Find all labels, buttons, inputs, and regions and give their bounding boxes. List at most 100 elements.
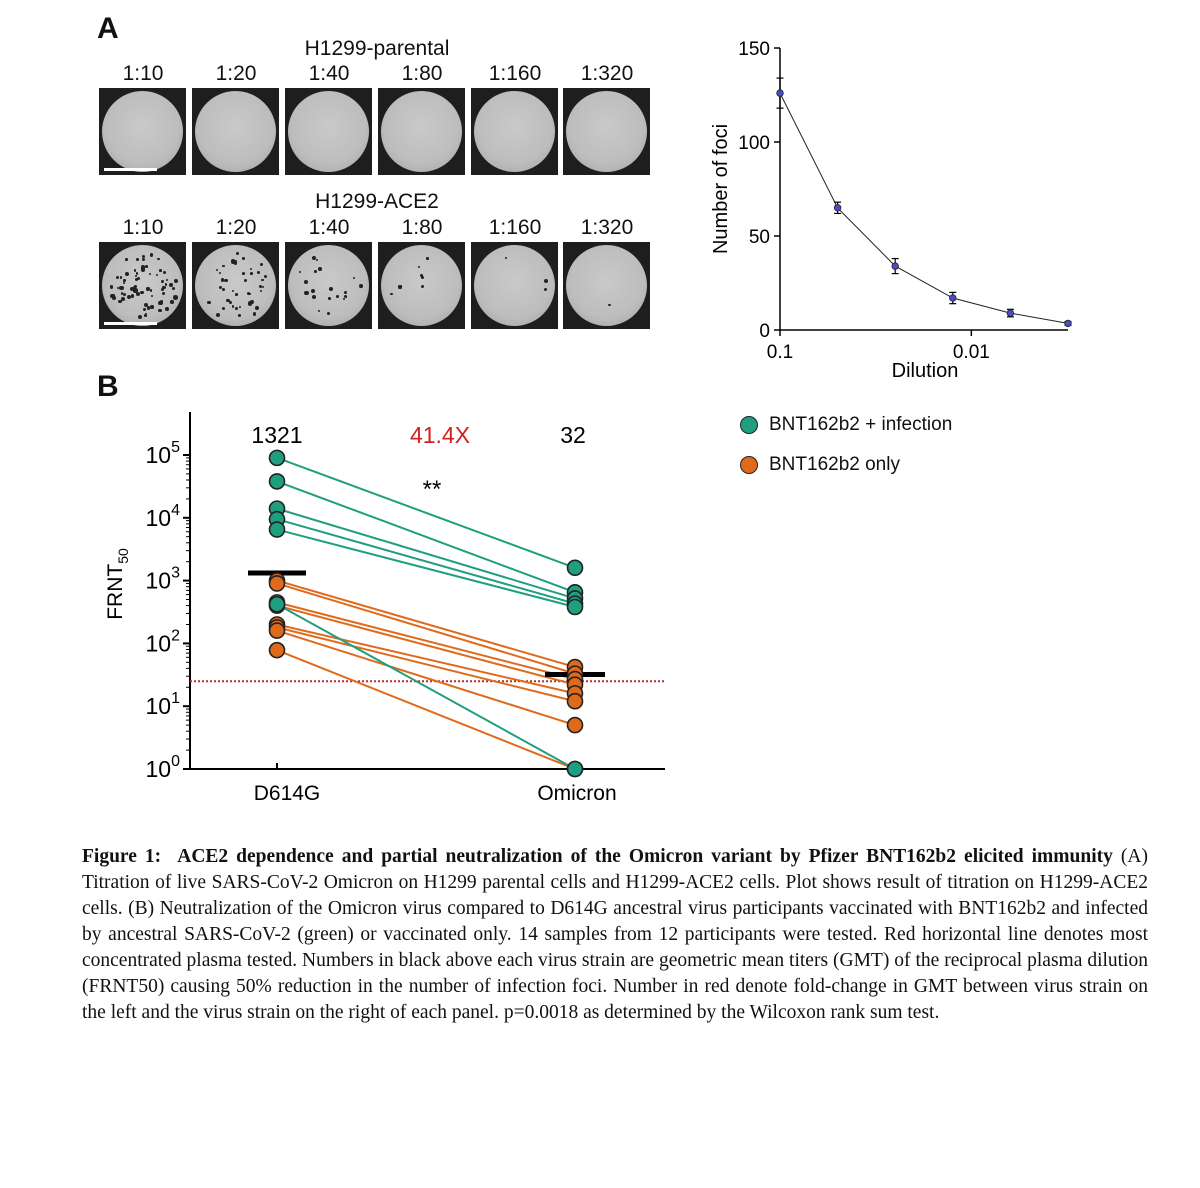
focus-dot [119,285,124,290]
caption-title: ACE2 dependence and partial neutralizati… [177,846,1113,867]
focus-dot [161,291,165,295]
y-tick-label: 105 [146,439,181,468]
focus-dot [228,300,233,304]
focus-dot [304,291,309,296]
y-tick-base: 10 [146,693,172,719]
focus-dot [260,263,264,267]
y-tick-label: 101 [146,690,181,719]
focus-dot [390,292,393,296]
y-tick-base: 10 [146,442,172,468]
x-tick-label: 0.1 [767,342,793,363]
y-tick-base: 10 [146,505,172,531]
y-axis-label: FRNT50 [104,548,131,620]
y-tick-label: 100 [146,753,181,782]
focus-dot [221,288,226,292]
scale-bar [104,322,157,325]
focus-dot [165,307,170,311]
focus-dot [313,269,317,273]
pair-line [276,649,576,770]
focus-dot [504,256,508,259]
parental-dilution-label: 1:40 [308,62,350,85]
ace2-dilution-label: 1:10 [122,216,164,239]
foci-data-point [833,204,842,212]
y-tick-exp: 3 [171,565,180,582]
focus-dot [118,299,122,304]
focus-dot [171,286,175,290]
x-category-label: Omicron [537,782,616,805]
focus-dot [123,281,126,284]
focus-dot [141,257,145,262]
pair-line [276,604,576,686]
focus-dot [421,276,425,280]
legend-marker-vaccine [740,456,758,474]
legend-item-infection: BNT162b2 + infection [740,414,952,436]
focus-dot [352,276,356,280]
y-tick-label: 100 [738,133,770,154]
y-axis-label-main: FRNT [104,564,127,620]
d614g-point [268,575,286,592]
ace2-well-image [192,242,279,329]
focus-dot [260,278,264,282]
legend-marker-infection [740,416,758,434]
ace2-well-image [378,242,465,329]
y-axis-label: Number of foci [710,124,732,254]
dish-area [566,91,647,172]
panel-b-letter: B [97,370,119,403]
y-tick-exp: 4 [171,502,180,519]
focus-dot [235,292,239,296]
d614g-point [268,473,286,490]
parental-dilution-label: 1:80 [401,62,443,85]
parental-dilution-label: 1:320 [580,62,634,85]
panel-a-letter: A [97,12,119,45]
focus-dot [144,265,148,268]
focus-dot [112,296,116,300]
focus-dot [116,275,120,279]
focus-dot [170,300,174,304]
ace2-dilution-label: 1:20 [215,216,257,239]
focus-dot [125,258,128,261]
ace2-well-image [285,242,372,329]
focus-dot [248,301,253,306]
focus-dot [263,274,267,278]
focus-dot [162,285,166,290]
y-tick-exp: 2 [171,627,180,644]
y-tick-base: 10 [146,568,172,594]
d614g-point [268,521,286,538]
focus-dot [250,299,255,304]
legend-label-infection: BNT162b2 + infection [769,414,953,435]
ace2-dilution-label: 1:320 [580,216,634,239]
focus-dot [146,287,150,291]
focus-dot [298,271,301,274]
focus-dot [130,294,135,298]
focus-dot [543,288,548,292]
focus-dot [148,272,151,275]
ace2-well-image [99,242,186,329]
parental-dilution-label: 1:10 [122,62,164,85]
focus-dot [327,311,331,315]
focus-dot [119,276,123,279]
focus-dot [159,269,162,273]
dish-area [566,245,647,326]
focus-dot [233,262,238,266]
focus-dot [316,259,319,262]
dish-area [474,91,555,172]
pair-line [276,603,576,770]
y-tick-exp: 1 [171,690,180,707]
ace2-title: H1299-ACE2 [315,190,439,213]
focus-dot [134,274,138,278]
pair-line [276,507,576,600]
focus-dot [398,285,402,289]
focus-dot [122,292,126,297]
focus-dot [133,269,136,272]
d614g-point [268,641,286,659]
foci-data-point [949,294,957,302]
focus-dot [136,292,141,297]
pair-line [276,528,576,608]
focus-dot [162,271,166,275]
caption-label: Figure 1: [82,846,162,867]
focus-dot [215,312,220,317]
focus-dot [151,295,153,298]
omicron-point [566,559,584,577]
